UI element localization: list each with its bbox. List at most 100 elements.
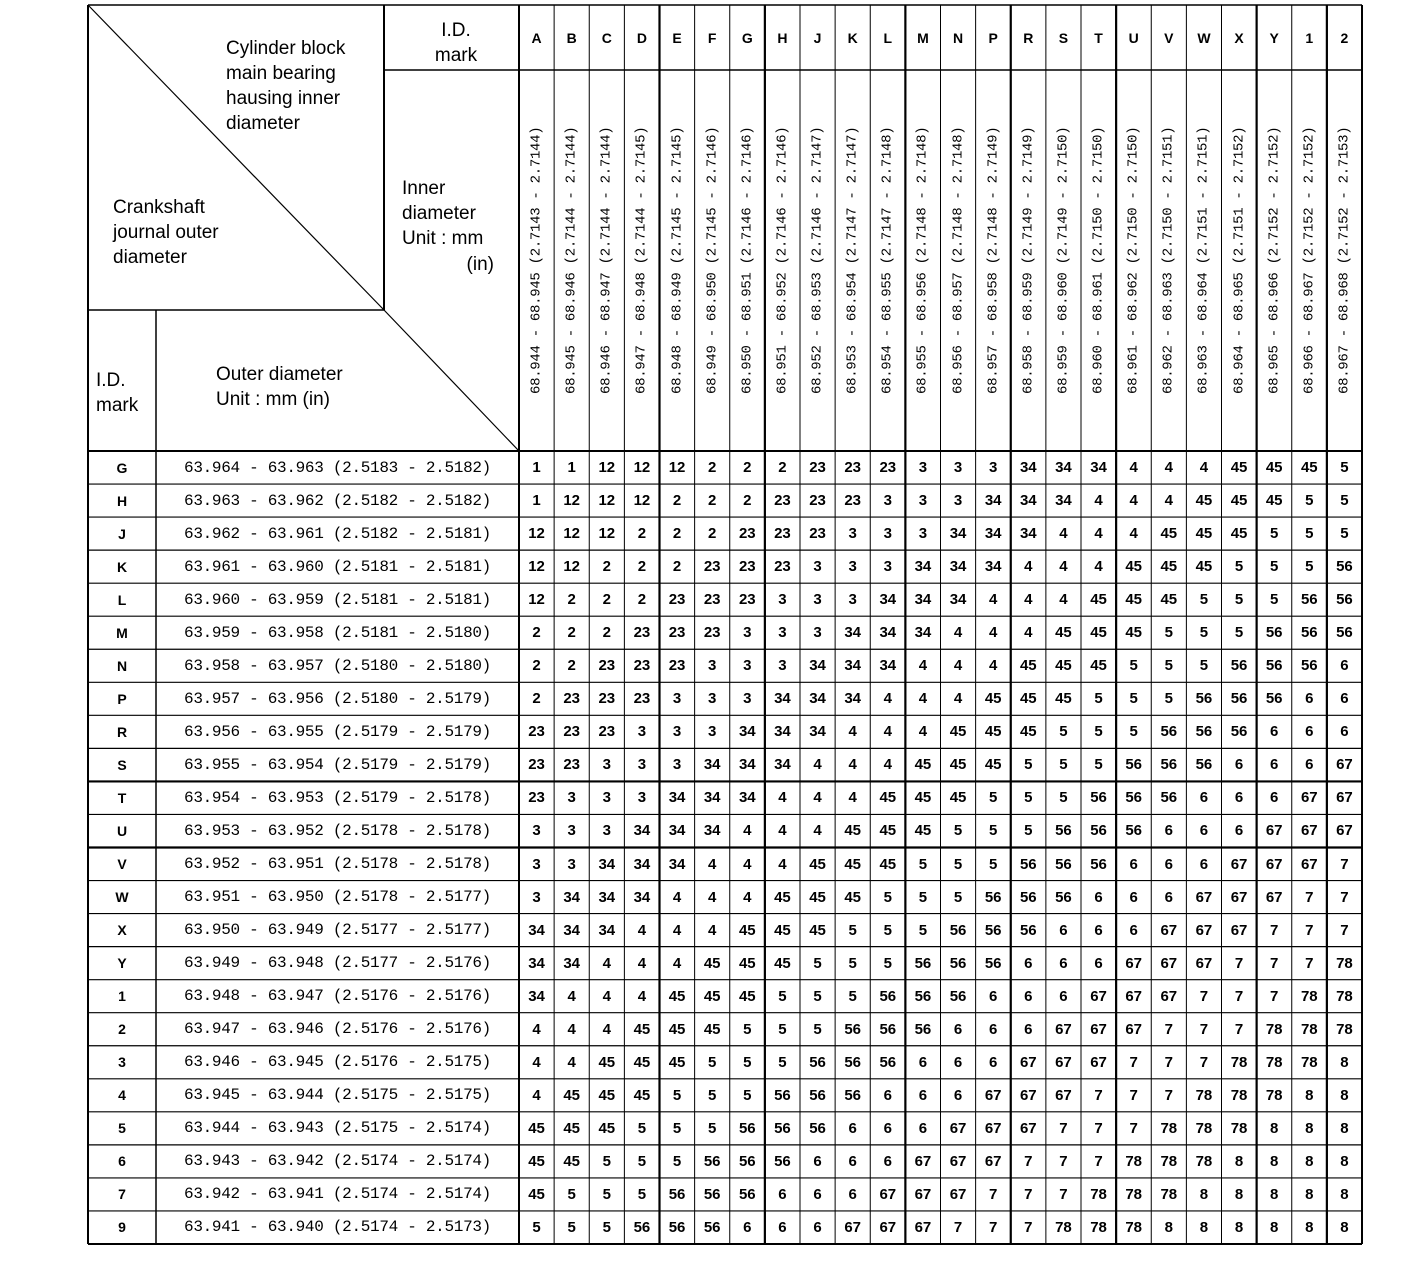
bearing-grade-cell: 12 — [633, 492, 651, 510]
bearing-grade-cell: 5 — [1305, 558, 1314, 576]
bearing-grade-cell: 4 — [989, 591, 998, 609]
bearing-grade-cell: 7 — [1129, 1119, 1138, 1137]
bearing-grade-cell: 12 — [563, 525, 581, 543]
bearing-grade-cell: 8 — [1340, 1053, 1349, 1071]
bearing-grade-cell: 4 — [532, 1053, 541, 1071]
bearing-grade-cell: 4 — [567, 987, 576, 1005]
bearing-grade-cell: 45 — [809, 921, 826, 939]
bearing-grade-cell: 5 — [1129, 690, 1138, 708]
bearing-grade-cell: 45 — [1230, 459, 1248, 477]
bearing-grade-cell: 4 — [1094, 492, 1103, 510]
bearing-grade-cell: 3 — [708, 657, 717, 675]
bearing-grade-cell: 4 — [918, 657, 928, 675]
bearing-grade-cell: 5 — [883, 954, 892, 972]
bearing-grade-cell: 23 — [633, 624, 651, 642]
bearing-grade-cell: 56 — [738, 1185, 756, 1203]
row-outer-diameter-range: 63.958 - 63.957 (2.5180 - 2.5180) — [184, 656, 491, 675]
bearing-grade-cell: 56 — [1055, 822, 1072, 840]
row-id-mark: 4 — [118, 1087, 126, 1104]
bearing-grade-cell: 7 — [1305, 888, 1314, 906]
bearing-grade-cell: 12 — [668, 459, 686, 477]
bearing-grade-cell: 67 — [1160, 921, 1178, 939]
bearing-grade-cell: 56 — [703, 1218, 721, 1236]
bearing-grade-cell: 45 — [809, 888, 826, 906]
bearing-grade-cell: 6 — [1129, 855, 1138, 873]
bearing-grade-cell: 6 — [1340, 657, 1349, 675]
bearing-grade-cell: 23 — [703, 624, 721, 642]
bearing-grade-cell: 45 — [528, 1152, 545, 1170]
bearing-grade-cell: 67 — [1230, 855, 1248, 873]
column-inner-diameter-range: 68.963 - 68.964 (2.7151 - 2.7151) — [1195, 126, 1212, 395]
bearing-grade-cell: 45 — [633, 1053, 651, 1071]
bearing-grade-cell: 7 — [1094, 1086, 1103, 1104]
bearing-grade-cell: 4 — [637, 954, 647, 972]
bearing-grade-cell: 6 — [848, 1152, 857, 1170]
bearing-grade-cell: 5 — [1270, 525, 1279, 543]
column-inner-diameter-range: 68.945 - 68.946 (2.7144 - 2.7144) — [563, 126, 580, 395]
bearing-grade-cell: 5 — [637, 1119, 647, 1137]
bearing-grade-cell: 5 — [778, 1053, 787, 1071]
bearing-grade-cell: 3 — [743, 690, 752, 708]
bearing-grade-cell: 78 — [1300, 1020, 1318, 1038]
bearing-grade-cell: 8 — [1340, 1185, 1349, 1203]
bearing-grade-cell: 78 — [1265, 1020, 1283, 1038]
bearing-grade-cell: 5 — [708, 1119, 717, 1137]
bearing-grade-cell: 34 — [809, 657, 826, 675]
bearing-grade-cell: 8 — [1305, 1218, 1314, 1236]
bearing-grade-cell: 8 — [1340, 1119, 1349, 1137]
bearing-grade-cell: 7 — [1129, 1053, 1138, 1071]
row-id-mark: 2 — [118, 1021, 126, 1038]
row-id-mark: W — [115, 889, 129, 906]
bearing-grade-cell: 56 — [949, 921, 967, 939]
bearing-grade-cell: 6 — [1059, 921, 1068, 939]
bearing-grade-cell: 7 — [1164, 1020, 1173, 1038]
bearing-grade-cell: 67 — [1195, 921, 1213, 939]
bearing-grade-cell: 7 — [1024, 1152, 1033, 1170]
bearing-grade-cell: 67 — [1019, 1119, 1037, 1137]
bearing-grade-cell: 56 — [879, 1020, 897, 1038]
bearing-grade-cell: 78 — [1336, 987, 1353, 1005]
bearing-grade-cell: 6 — [989, 987, 998, 1005]
row-id-mark: X — [117, 922, 127, 939]
bearing-grade-cell: 45 — [633, 1086, 651, 1104]
bearing-grade-cell: 5 — [567, 1218, 576, 1236]
bearing-grade-cell: 45 — [1055, 624, 1072, 642]
bearing-grade-cell: 5 — [1234, 624, 1244, 642]
row-outer-diameter-range: 63.942 - 63.941 (2.5174 - 2.5174) — [184, 1185, 491, 1204]
bearing-grade-cell: 34 — [879, 624, 897, 642]
column-inner-diameter-range: 68.954 - 68.955 (2.7147 - 2.7148) — [879, 126, 896, 395]
bearing-grade-cell: 4 — [918, 723, 928, 741]
bearing-grade-cell: 56 — [1125, 789, 1143, 807]
bearing-grade-cell: 67 — [1090, 1020, 1107, 1038]
bearing-grade-cell: 34 — [774, 723, 791, 741]
bearing-grade-cell: 3 — [532, 822, 541, 840]
bearing-grade-cell: 2 — [672, 525, 682, 543]
bearing-grade-cell: 34 — [984, 525, 1002, 543]
bearing-grade-cell: 2 — [708, 525, 717, 543]
bearing-grade-cell: 34 — [1019, 459, 1037, 477]
bearing-grade-cell: 34 — [879, 657, 897, 675]
column-id-mark: L — [883, 29, 893, 46]
bearing-grade-cell: 2 — [532, 657, 541, 675]
bearing-grade-cell: 34 — [844, 690, 862, 708]
bearing-grade-cell: 6 — [1164, 855, 1173, 873]
bearing-grade-cell: 5 — [918, 855, 928, 873]
row-outer-diameter-range: 63.957 - 63.956 (2.5180 - 2.5179) — [184, 689, 491, 708]
bearing-grade-cell: 34 — [703, 822, 721, 840]
bearing-grade-cell: 23 — [703, 591, 721, 609]
bearing-grade-cell: 56 — [914, 1020, 932, 1038]
bearing-grade-cell: 2 — [602, 591, 611, 609]
bearing-grade-cell: 45 — [914, 789, 932, 807]
bearing-grade-cell: 5 — [813, 987, 822, 1005]
bearing-grade-cell: 56 — [914, 987, 932, 1005]
bearing-grade-cell: 7 — [1305, 954, 1314, 972]
column-id-mark: M — [917, 29, 929, 46]
bearing-grade-cell: 56 — [844, 1086, 862, 1104]
bearing-grade-cell: 3 — [813, 624, 822, 642]
bearing-grade-cell: 78 — [1230, 1086, 1248, 1104]
bearing-grade-cell: 4 — [883, 756, 892, 774]
bearing-grade-cell: 8 — [1270, 1152, 1279, 1170]
bearing-grade-cell: 6 — [1270, 756, 1279, 774]
bearing-grade-cell: 4 — [778, 789, 787, 807]
bearing-grade-cell: 56 — [668, 1185, 686, 1203]
